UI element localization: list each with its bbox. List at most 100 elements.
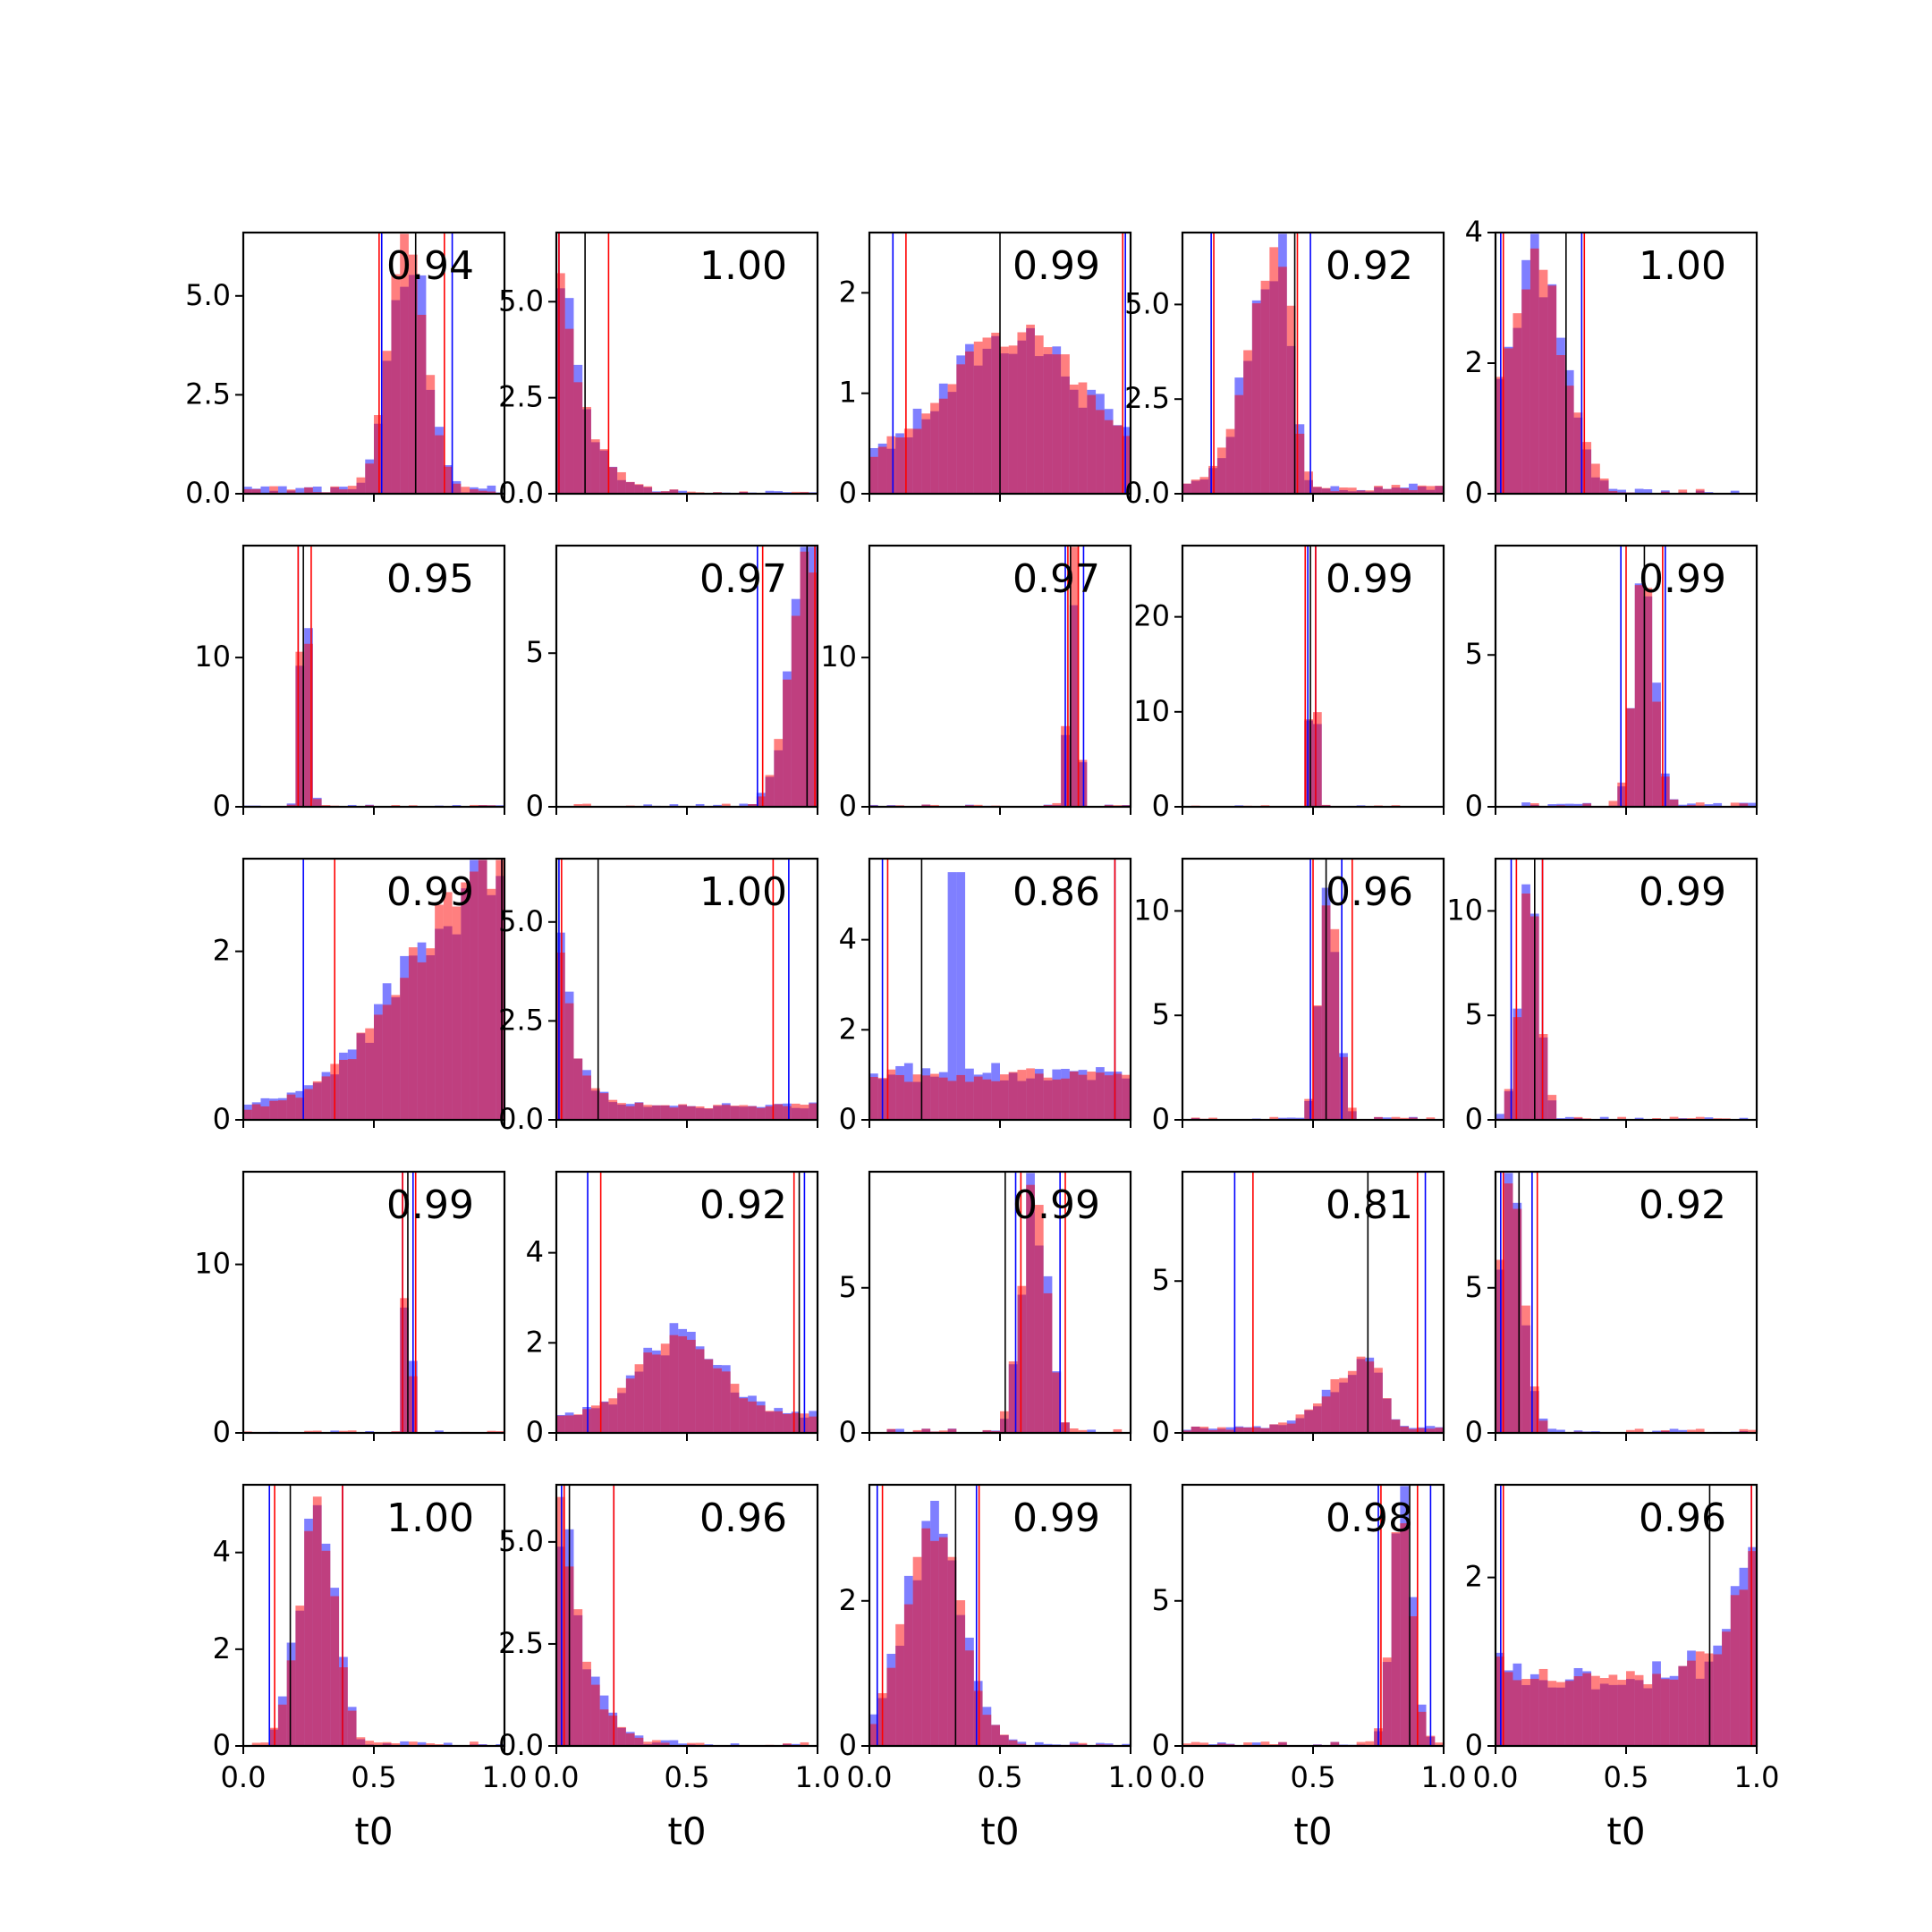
histogram-panel-23: 0 2 0.0 0.5 1.0 t0 0.99 <box>839 1483 1153 1853</box>
histogram-bar <box>1547 1428 1557 1433</box>
histogram-panel-3: 0 1 2 0.99 <box>839 231 1132 510</box>
y-tick-label: 0 <box>1152 1102 1170 1136</box>
histogram-bar <box>400 978 409 1120</box>
histogram-bar <box>1313 487 1322 494</box>
histogram-bar <box>1599 479 1609 494</box>
histogram-bar <box>1591 1675 1600 1746</box>
panel-score-label: 0.99 <box>1639 556 1726 602</box>
histogram-bar <box>426 375 436 494</box>
histogram-bar <box>1704 1117 1714 1120</box>
histogram-bar <box>1739 1117 1749 1120</box>
histogram-bar <box>1695 1116 1705 1120</box>
histogram-bar <box>1330 486 1340 494</box>
histogram-panel-13: 0 2 4 0.86 <box>839 857 1132 1136</box>
y-tick-label: 5 <box>1152 1583 1170 1617</box>
histogram-bar <box>895 1428 904 1433</box>
histogram-bar <box>1417 1428 1427 1433</box>
y-tick-label: 0 <box>1465 1102 1483 1136</box>
histogram-bar <box>295 651 305 807</box>
y-tick-label: 10 <box>1133 893 1170 927</box>
histogram-bar <box>347 486 357 494</box>
histogram-bar <box>1216 447 1226 494</box>
histogram-bar <box>1052 1372 1062 1433</box>
panel-score-label: 0.86 <box>1013 869 1100 915</box>
y-tick-label: 0 <box>1152 1728 1170 1762</box>
histogram-bar <box>625 1733 635 1746</box>
x-tick-label: 0.5 <box>352 1760 397 1794</box>
histogram-bar <box>739 1105 749 1120</box>
histogram-bar <box>1104 1743 1114 1746</box>
histogram-bar <box>1556 1429 1565 1433</box>
histogram-bar <box>1113 1428 1123 1433</box>
y-tick-label: 0 <box>526 789 544 823</box>
histogram-bar <box>1564 1116 1574 1120</box>
histogram-bar <box>1678 1665 1688 1746</box>
histogram-bar <box>1191 1741 1200 1746</box>
histogram-bar <box>634 1102 644 1120</box>
histogram-bar <box>1748 1429 1757 1433</box>
histogram-bar <box>1000 1411 1009 1433</box>
y-tick-label: 5 <box>1152 997 1170 1031</box>
y-tick-label: 0 <box>213 789 231 823</box>
histogram-bar <box>973 1690 983 1746</box>
histogram-bar <box>1096 1072 1105 1120</box>
y-tick-label: 2 <box>1465 1560 1483 1594</box>
histogram-bar <box>1547 804 1557 807</box>
histogram-bar <box>1026 324 1035 494</box>
histogram-bar <box>478 860 487 1120</box>
histogram-panel-9: 0 10 20 0.99 <box>1133 544 1445 823</box>
histogram-bar <box>435 904 444 1120</box>
histogram-bar <box>391 995 401 1120</box>
histogram-bar <box>330 1430 340 1433</box>
histogram-bar <box>1034 1741 1044 1746</box>
histogram-bar <box>1304 719 1313 807</box>
y-tick-label: 0 <box>1465 789 1483 823</box>
histogram-bar <box>295 487 305 494</box>
y-tick-label: 2.5 <box>498 1626 544 1660</box>
histogram-bar <box>678 1743 687 1746</box>
histogram-series-red <box>243 860 504 1120</box>
histogram-bar <box>1660 1429 1670 1433</box>
histogram-bar <box>965 351 974 494</box>
histogram-bar <box>564 328 574 494</box>
histogram-bar <box>1608 491 1618 494</box>
histogram-bar <box>1382 1117 1392 1120</box>
histogram-bar <box>1113 425 1123 494</box>
histogram-bar <box>1069 384 1079 494</box>
histogram-panel-16: 0 10 0.99 <box>194 1170 506 1449</box>
histogram-bar <box>886 1428 896 1433</box>
histogram-bar <box>487 491 496 494</box>
histogram-bar <box>1339 487 1348 494</box>
histogram-panel-4: 0.0 2.5 5.0 0.92 <box>1124 231 1445 510</box>
y-tick-label: 10 <box>1133 694 1170 728</box>
histogram-bar <box>1269 1116 1279 1120</box>
histogram-bar <box>1678 1429 1688 1433</box>
histogram-bar <box>608 1398 618 1433</box>
histogram-bar <box>1513 1680 1522 1746</box>
histogram-bar <box>1052 802 1062 807</box>
histogram-series-red <box>243 1496 487 1746</box>
histogram-bar <box>1652 1430 1661 1433</box>
histogram-series-red <box>1496 1551 1757 1746</box>
histogram-bar <box>1652 701 1661 807</box>
histogram-bar <box>1608 801 1618 807</box>
histogram-bar <box>1374 1368 1383 1433</box>
x-tick-label: 0.0 <box>1473 1760 1519 1794</box>
histogram-bar <box>791 615 801 807</box>
histogram-bar <box>304 1430 313 1433</box>
histogram-bar <box>912 1556 922 1746</box>
histogram-bar <box>295 1097 305 1120</box>
histogram-bar <box>1538 269 1548 494</box>
histogram-bar <box>1034 335 1044 494</box>
vertical-lines <box>1309 859 1353 1120</box>
histogram-bar <box>1678 489 1688 494</box>
histogram-bar <box>573 803 583 807</box>
y-tick-label: 2 <box>839 1583 857 1617</box>
y-tick-label: 5.0 <box>498 1524 544 1558</box>
y-tick-label: 5 <box>1152 1263 1170 1297</box>
y-tick-label: 0 <box>1152 789 1170 823</box>
histogram-bar <box>1382 488 1392 494</box>
histogram-bar <box>678 1104 687 1120</box>
histogram-bar <box>1513 313 1522 494</box>
histogram-bar <box>903 1081 913 1120</box>
